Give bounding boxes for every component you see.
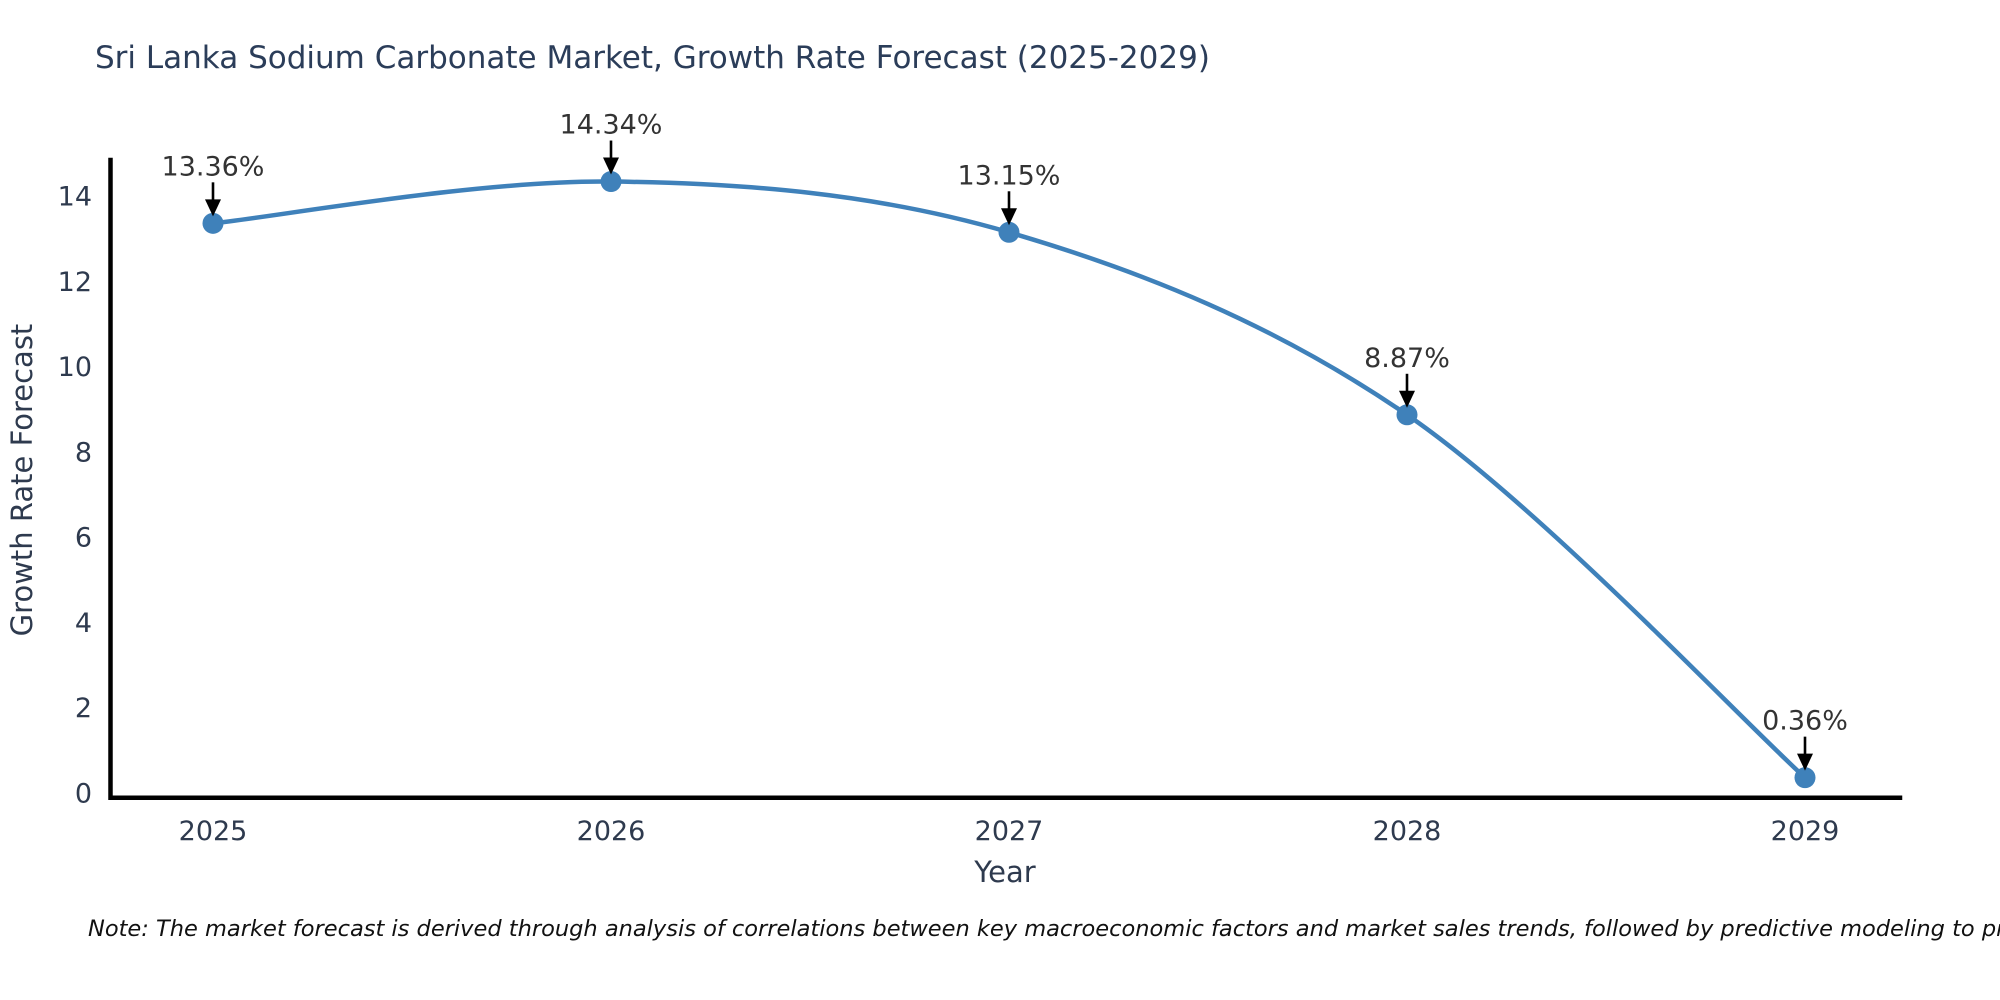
y-tick-label: 2	[75, 693, 92, 724]
x-tick-label: 2025	[179, 816, 248, 847]
x-axis-tick-labels: 2025 2026 2027 2028 2029	[179, 816, 1840, 847]
data-point-marker	[600, 171, 622, 193]
axis-spines	[108, 157, 1903, 800]
arrow-down-icon	[205, 199, 221, 217]
data-point-annotation: 14.34%	[560, 110, 663, 175]
chart-title: Sri Lanka Sodium Carbonate Market, Growt…	[95, 40, 1210, 76]
data-point-marker	[998, 221, 1020, 243]
series-line	[210, 179, 1808, 780]
y-tick-label: 4	[75, 608, 92, 639]
data-point-annotations: 13.36% 14.34% 13.15% 8.87% 0.36%	[162, 110, 1848, 771]
data-point-value-label: 13.36%	[162, 151, 265, 182]
y-tick-label: 10	[58, 352, 92, 383]
data-point-value-label: 8.87%	[1364, 343, 1450, 374]
data-point-annotation: 0.36%	[1762, 706, 1848, 771]
data-point-value-label: 0.36%	[1762, 706, 1848, 737]
y-tick-label: 8	[75, 437, 92, 468]
arrow-down-icon	[1399, 390, 1415, 408]
x-axis-title: Year	[973, 855, 1035, 889]
arrow-down-icon	[1797, 753, 1813, 771]
data-point-value-label: 13.15%	[958, 160, 1061, 191]
y-tick-label: 12	[58, 267, 92, 298]
data-point-marker	[1396, 404, 1418, 426]
x-tick-label: 2028	[1373, 816, 1442, 847]
data-point-annotation: 8.87%	[1364, 343, 1450, 408]
data-point-annotation: 13.36%	[162, 151, 265, 217]
arrow-down-icon	[603, 157, 619, 175]
y-tick-label: 14	[58, 182, 92, 213]
y-tick-label: 6	[75, 523, 92, 554]
footnote: Note: The market forecast is derived thr…	[88, 916, 2000, 942]
data-point-marker	[1794, 767, 1816, 789]
data-point-marker	[202, 212, 224, 234]
y-axis-tick-labels: 0 2 4 6 8 10 12 14	[58, 182, 92, 810]
y-axis-title: Growth Rate Forecast	[5, 324, 39, 637]
x-tick-label: 2026	[577, 816, 646, 847]
data-point-annotation: 13.15%	[958, 160, 1061, 226]
data-point-value-label: 14.34%	[560, 110, 663, 141]
arrow-down-icon	[1001, 208, 1017, 226]
y-tick-label: 0	[75, 779, 92, 810]
x-tick-label: 2029	[1771, 816, 1840, 847]
data-point-markers	[202, 171, 1816, 789]
x-tick-label: 2027	[975, 816, 1044, 847]
